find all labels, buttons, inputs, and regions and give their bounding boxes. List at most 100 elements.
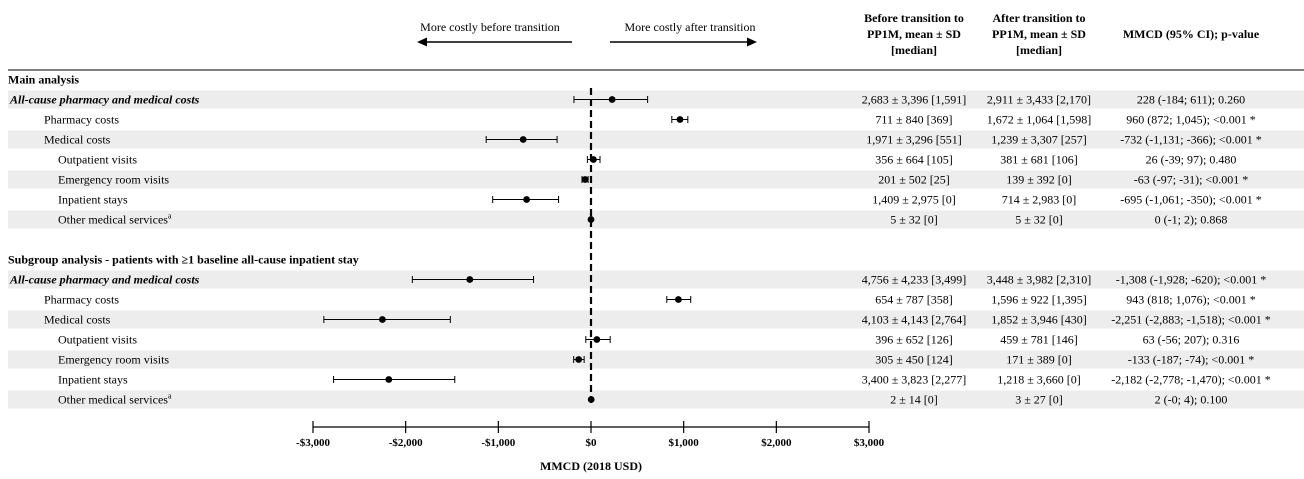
row-label-text: Outpatient visits [58,333,137,347]
row-label-text: Outpatient visits [58,153,137,167]
row-label-text: All-cause pharmacy and medical costs [9,273,200,287]
estimate-point [385,376,393,383]
before-value: 2,683 ± 3,396 [1,591] [862,93,967,107]
mmcd-value: 228 (-184; 611); 0.260 [1137,93,1245,107]
header-after-line1: After transition to [992,11,1085,25]
row-label-text: Medical costs [44,133,111,147]
before-value: 1,409 ± 2,975 [0] [872,193,956,207]
before-value: 396 ± 652 [126] [875,333,953,347]
row-band [8,130,1304,149]
after-value: 3 ± 27 [0] [1015,393,1063,407]
row-band [8,210,1304,229]
after-value: 459 ± 781 [146] [1000,333,1078,347]
after-value: 1,672 ± 1,064 [1,598] [987,113,1092,127]
row-label-footnote: a [168,212,172,221]
row-band [8,310,1304,329]
row-label: Medical costs [44,133,111,147]
estimate-point [575,356,583,363]
mmcd-value: -133 (-187; -74); <0.001 * [1128,353,1254,367]
mmcd-value: -732 (-1,131; -366); <0.001 * [1120,133,1261,147]
estimate-point [587,216,595,223]
mmcd-value: 943 (818; 1,076); <0.001 * [1126,293,1255,307]
row-label: Inpatient stays [58,193,128,207]
before-value: 356 ± 664 [105] [875,153,953,167]
estimate-point [593,336,601,343]
mmcd-value: 2 (-0; 4); 0.100 [1155,393,1228,407]
section-heading: Main analysis [8,73,79,87]
x-tick-label: -$2,000 [389,437,423,449]
after-value: 5 ± 32 [0] [1015,213,1063,227]
mmcd-value: 0 (-1; 2); 0.868 [1155,213,1228,227]
row-label: Inpatient stays [58,373,128,387]
header-after-line3: [median] [1016,43,1062,57]
x-tick-label: -$1,000 [481,437,515,449]
estimate-point [587,396,595,403]
after-value: 1,239 ± 3,307 [257] [991,133,1087,147]
x-tick-label: $1,000 [669,437,700,449]
after-value: 1,218 ± 3,660 [0] [997,373,1081,387]
before-value: 4,103 ± 4,143 [2,764] [862,313,967,327]
x-tick-label: $2,000 [761,437,792,449]
x-axis-title: MMCD (2018 USD) [540,459,642,473]
direction-right-label: More costly after transition [625,20,756,34]
row-shading [8,90,1304,409]
header-after-line2: PP1M, mean ± SD [992,27,1086,41]
estimate-point [676,116,684,123]
row-label-text: All-cause pharmacy and medical costs [9,93,200,107]
row-label-text: Inpatient stays [58,193,128,207]
before-value: 4,756 ± 4,233 [3,499] [862,273,967,287]
direction-left-arrowhead [417,37,427,47]
row-label-text: Emergency room visits [58,173,169,187]
before-value: 5 ± 32 [0] [890,213,938,227]
row-label-footnote: a [168,392,172,401]
before-value: 654 ± 787 [358] [875,293,953,307]
estimate-point [590,156,597,163]
header-mmcd: MMCD (95% CI); p-value [1123,27,1260,41]
before-value: 2 ± 14 [0] [890,393,938,407]
mmcd-value: 26 (-39; 97); 0.480 [1146,153,1237,167]
estimate-point [466,276,474,283]
estimate-point [581,176,589,183]
row-label: All-cause pharmacy and medical costs [9,273,200,287]
estimate-point [523,196,530,203]
row-band [8,270,1304,289]
row-label-text: Other medical services [58,393,168,407]
x-tick-label: $3,000 [854,437,885,449]
mmcd-value: -63 (-97; -31); <0.001 * [1134,173,1248,187]
row-label: Emergency room visits [58,353,169,367]
row-band [8,350,1304,369]
mmcd-value: -695 (-1,061; -350); <0.001 * [1120,193,1261,207]
header-before-line3: [median] [891,43,937,57]
row-label: Other medical servicesa [58,392,172,407]
before-value: 305 ± 450 [124] [875,353,953,367]
header-before-line2: PP1M, mean ± SD [867,27,961,41]
after-value: 381 ± 681 [106] [1000,153,1078,167]
table-rows: Main analysis All-cause pharmacy and medi… [8,73,1271,407]
row-band [8,90,1304,109]
mmcd-value: -2,251 (-2,883; -1,518); <0.001 * [1111,313,1270,327]
estimate-point [519,136,527,143]
row-band [8,170,1304,189]
after-value: 3,448 ± 3,982 [2,310] [987,273,1092,287]
row-label-text: Other medical services [58,213,168,227]
direction-left-label: More costly before transition [420,20,560,34]
row-label: Pharmacy costs [44,113,119,127]
row-label: Outpatient visits [58,333,137,347]
row-label: Outpatient visits [58,153,137,167]
x-tick-label: -$3,000 [296,437,330,449]
after-value: 2,911 ± 3,433 [2,170] [987,93,1091,107]
after-value: 1,596 ± 922 [1,395] [991,293,1087,307]
row-label-text: Pharmacy costs [44,113,119,127]
after-value: 1,852 ± 3,946 [430] [991,313,1087,327]
row-label-text: Pharmacy costs [44,293,119,307]
estimate-point [379,316,386,323]
row-label: Medical costs [44,313,111,327]
after-value: 171 ± 389 [0] [1006,353,1072,367]
estimate-point [674,296,682,303]
row-label: Other medical servicesa [58,212,172,227]
before-value: 1,971 ± 3,296 [551] [866,133,962,147]
row-label-text: Inpatient stays [58,373,128,387]
mmcd-value: -2,182 (-2,778; -1,470); <0.001 * [1111,373,1270,387]
x-axis: -$3,000 -$2,000 -$1,000 $0 $1,000 $2,000 $3,00… [296,421,885,449]
